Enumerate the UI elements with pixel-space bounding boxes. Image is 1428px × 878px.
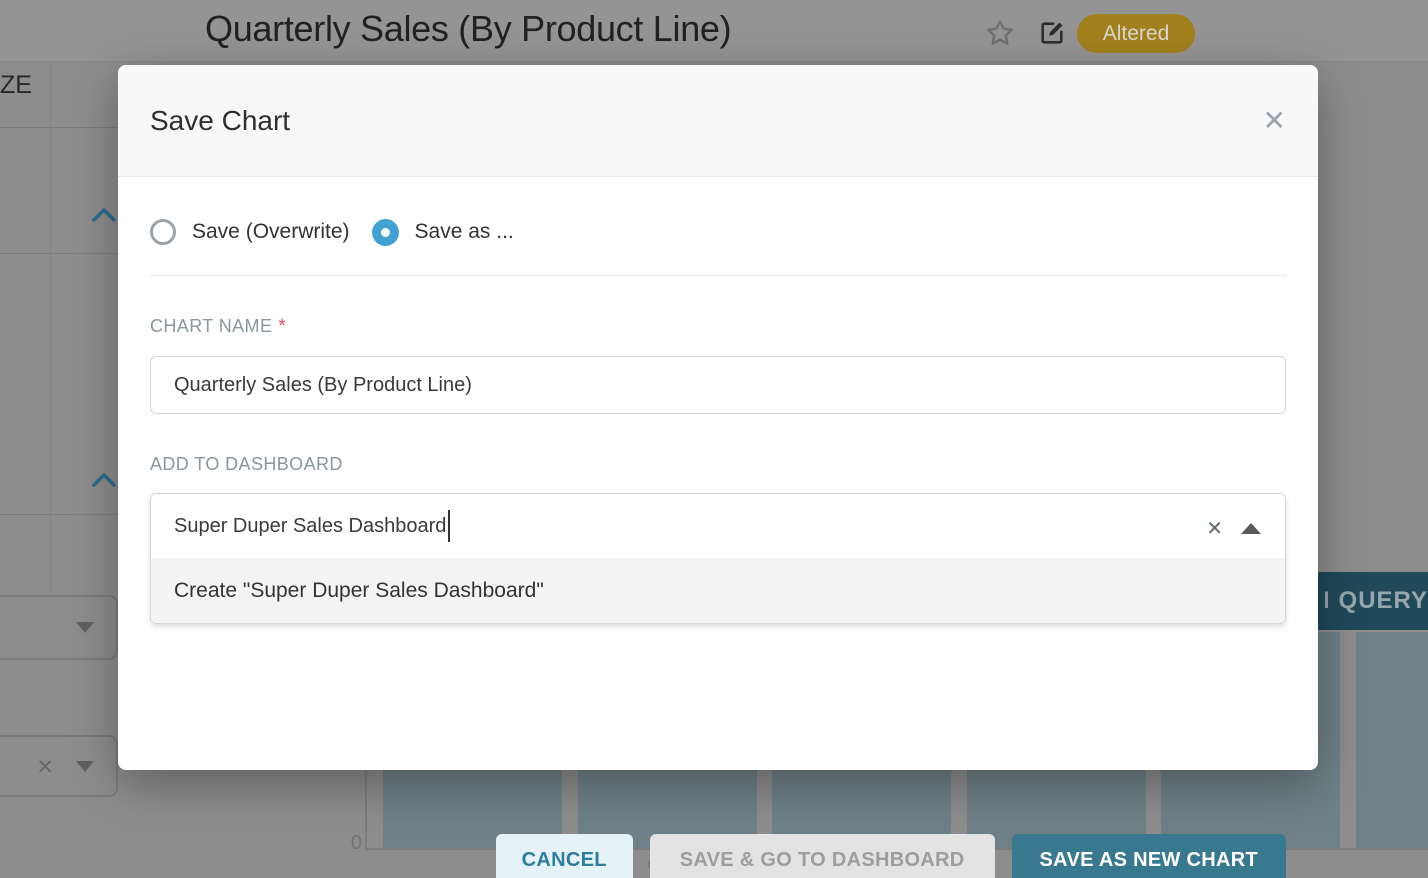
- radio-selected-icon[interactable]: [371, 218, 399, 246]
- sidebar-select[interactable]: [0, 595, 118, 660]
- radio-save-overwrite[interactable]: Save (Overwrite): [150, 219, 350, 245]
- save-chart-modal: Save Chart ✕ Save (Overwrite) Save as ..…: [118, 65, 1318, 878]
- radio-label: Save as ...: [414, 220, 514, 243]
- section-collapse-icon[interactable]: [91, 206, 117, 224]
- clear-icon[interactable]: ✕: [1206, 518, 1223, 540]
- add-to-dashboard-label: ADD TO DASHBOARD: [150, 454, 343, 474]
- modal-body: Save (Overwrite) Save as ... CHART NAME *…: [118, 217, 1318, 878]
- chart-bar: [1356, 632, 1428, 848]
- chevron-up-icon[interactable]: [1241, 523, 1261, 534]
- altered-badge-label: Altered: [1102, 21, 1170, 45]
- chevron-down-icon: [76, 761, 94, 772]
- modal-title: Save Chart: [150, 104, 291, 136]
- section-collapse-icon[interactable]: [91, 471, 117, 489]
- radio-dot: [380, 227, 390, 237]
- radio-unselected-icon[interactable]: [150, 219, 176, 245]
- edit-title-icon[interactable]: [1038, 19, 1066, 47]
- save-as-new-chart-button[interactable]: SAVE AS NEW CHART: [1011, 834, 1286, 878]
- required-asterisk: *: [278, 316, 287, 337]
- cancel-button[interactable]: CANCEL: [495, 834, 633, 878]
- favorite-star-icon[interactable]: [985, 18, 1015, 48]
- save-go-to-dashboard-button[interactable]: SAVE & GO TO DASHBOARD: [649, 834, 995, 878]
- sidebar-divider: [0, 253, 118, 254]
- dashboard-combobox: Super Duper Sales Dashboard ✕ Create "Su…: [150, 493, 1286, 624]
- modal-footer: CANCEL SAVE & GO TO DASHBOARD SAVE AS NE…: [118, 834, 1318, 878]
- save-mode-radios: Save (Overwrite) Save as ...: [150, 217, 1286, 247]
- chart-y-axis: [365, 700, 367, 849]
- query-label: QUERY: [1338, 587, 1428, 614]
- query-clipped-letter: N: [1325, 587, 1331, 615]
- chart-name-label-text: CHART NAME: [150, 316, 273, 336]
- close-icon[interactable]: ✕: [1262, 104, 1286, 136]
- sidebar-select-clearable[interactable]: ✕: [0, 735, 118, 797]
- chart-name-label: CHART NAME *: [150, 316, 1286, 338]
- dashboard-combobox-value: Super Duper Sales Dashboard: [174, 514, 447, 537]
- radio-save-as[interactable]: Save as ...: [371, 218, 514, 246]
- y-axis-tick-zero: 0: [350, 832, 362, 854]
- dashboard-combobox-input[interactable]: Super Duper Sales Dashboard ✕: [151, 494, 1285, 558]
- create-dashboard-option[interactable]: Create "Super Duper Sales Dashboard": [151, 558, 1285, 623]
- sidebar-divider: [0, 127, 118, 128]
- altered-badge: Altered: [1077, 14, 1195, 53]
- section-divider: [150, 275, 1286, 276]
- radio-label: Save (Overwrite): [192, 220, 350, 243]
- text-cursor: [448, 510, 451, 542]
- customize-tab-fragment[interactable]: ZE: [0, 71, 32, 99]
- clear-icon[interactable]: ✕: [36, 756, 54, 779]
- modal-header: Save Chart ✕: [118, 65, 1318, 177]
- chevron-down-icon: [76, 622, 94, 633]
- sidebar-divider: [0, 514, 118, 515]
- sidebar-divider-vertical: [50, 62, 51, 597]
- chart-name-input[interactable]: [150, 356, 1286, 414]
- chart-title: Quarterly Sales (By Product Line): [205, 8, 732, 49]
